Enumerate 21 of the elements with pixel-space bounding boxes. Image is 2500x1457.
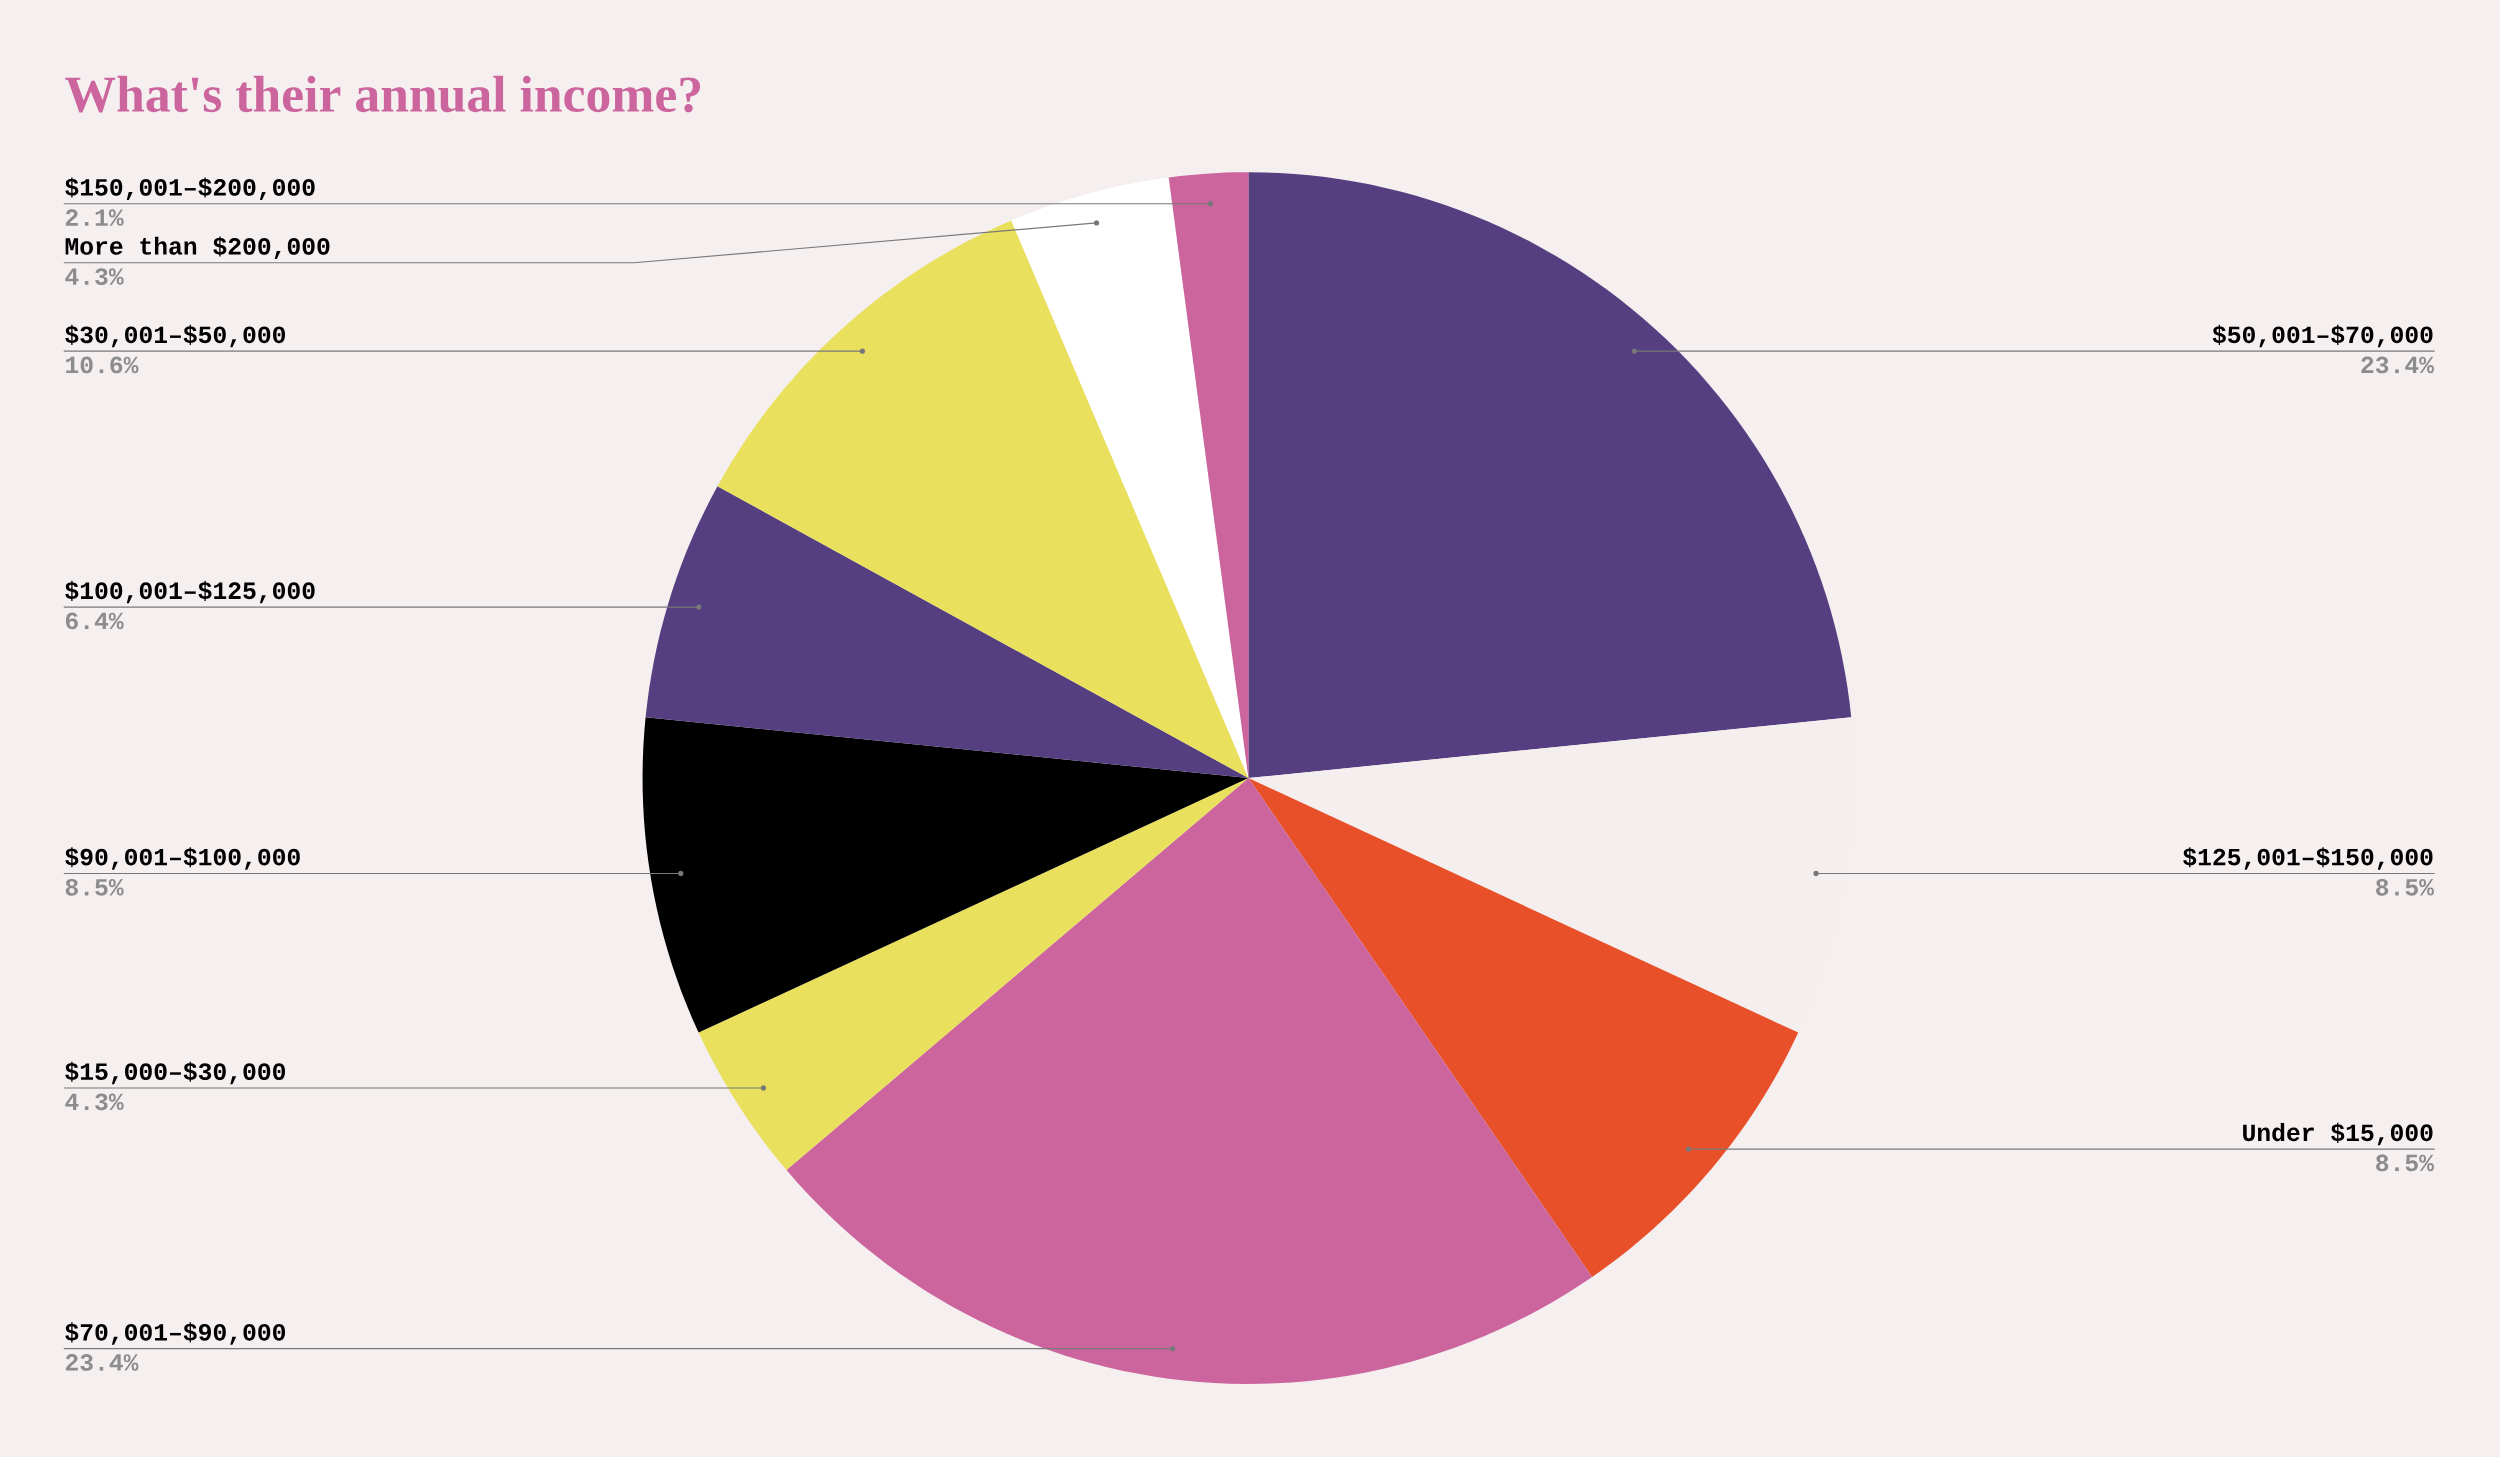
data-label: 8.5% <box>65 878 124 896</box>
slice-label: $90,001–$100,000 <box>65 847 300 870</box>
slice-label: $30,001–$50,000 <box>65 324 286 348</box>
slice-label: $150,001–$200,000 <box>65 177 315 200</box>
data-label: 10.6% <box>66 356 139 374</box>
slice-label: $100,001–$125,000 <box>65 580 315 604</box>
data-label: 8.5% <box>2376 878 2434 896</box>
slice-label: $125,001–$150,000 <box>2183 847 2433 870</box>
slice-label: Under $15,000 <box>2243 1122 2433 1146</box>
slice-label: $15,000–$30,000 <box>65 1061 286 1085</box>
chart-title: What's their annual income? <box>65 75 701 113</box>
data-label: 8.5% <box>2376 1154 2434 1172</box>
slice-label: $70,001–$90,000 <box>65 1322 286 1345</box>
data-label: 23.4% <box>65 1353 139 1371</box>
data-label: 4.3% <box>65 268 124 285</box>
data-label: 23.4% <box>2361 356 2434 374</box>
data-label: 6.4% <box>65 612 124 630</box>
slice-label: $50,001–$70,000 <box>2212 324 2433 348</box>
slice-label: More than $200,000 <box>65 236 330 259</box>
data-label: 2.1% <box>65 209 124 226</box>
data-label: 4.3% <box>65 1093 124 1111</box>
